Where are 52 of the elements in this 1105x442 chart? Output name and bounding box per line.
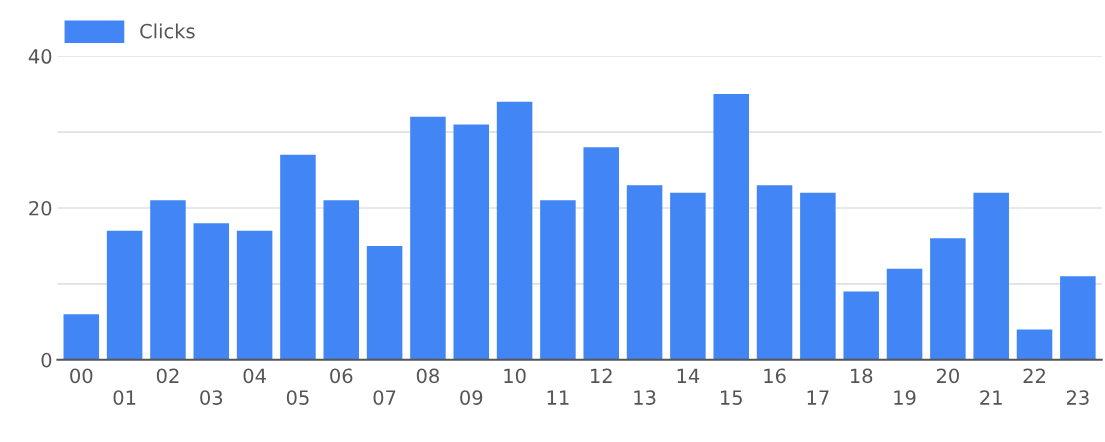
bar <box>843 291 879 360</box>
bar <box>63 314 100 360</box>
x-tick-label: 08 <box>416 368 439 384</box>
bar <box>410 116 446 360</box>
bar <box>756 185 793 360</box>
bar <box>973 192 1009 360</box>
x-tick-label: 03 <box>200 390 223 405</box>
x-tick-label: 21 <box>980 390 1002 405</box>
bar <box>626 185 663 360</box>
bar <box>106 230 143 360</box>
bar <box>713 94 749 360</box>
x-tick-label: 01 <box>113 390 136 405</box>
bar <box>1060 276 1096 360</box>
x-tick-label: 07 <box>373 390 396 405</box>
x-tick-label: 11 <box>547 390 569 405</box>
bar <box>496 101 533 360</box>
x-tick-label: 20 <box>936 368 959 384</box>
x-tick-label: 19 <box>894 390 916 405</box>
x-tick-label: 04 <box>243 368 266 384</box>
bar <box>800 192 836 360</box>
bar <box>323 200 360 360</box>
x-tick-label: 16 <box>764 368 786 384</box>
y-tick-label: 40 <box>28 49 52 64</box>
bar <box>930 238 966 360</box>
bar <box>540 200 576 360</box>
bar <box>236 230 273 360</box>
bar <box>150 200 186 360</box>
x-tick-label: 12 <box>591 368 612 383</box>
x-tick-label: 06 <box>330 368 353 384</box>
x-tick-label: 15 <box>720 390 742 405</box>
bar <box>280 154 316 360</box>
legend-label: Clicks <box>140 23 195 39</box>
bar <box>366 245 403 360</box>
bar <box>670 192 706 360</box>
x-tick-label: 10 <box>504 368 526 384</box>
x-tick-label: 02 <box>156 368 179 384</box>
y-tick-label: 20 <box>29 200 52 216</box>
bar <box>1016 329 1053 360</box>
x-tick-label: 17 <box>807 390 829 405</box>
x-tick-label: 14 <box>677 368 700 383</box>
bar <box>583 147 619 360</box>
x-tick-label: 00 <box>70 368 93 384</box>
x-tick-label: 23 <box>1066 390 1089 405</box>
x-tick-label: 13 <box>634 390 656 405</box>
bar <box>453 124 490 360</box>
bar <box>886 268 923 360</box>
y-tick-label: 0 <box>41 352 52 368</box>
x-tick-label: 22 <box>1023 368 1045 383</box>
x-tick-label: 18 <box>850 368 873 384</box>
x-tick-label: 09 <box>460 390 483 405</box>
x-tick-label: 05 <box>286 390 309 405</box>
bar <box>193 223 230 360</box>
